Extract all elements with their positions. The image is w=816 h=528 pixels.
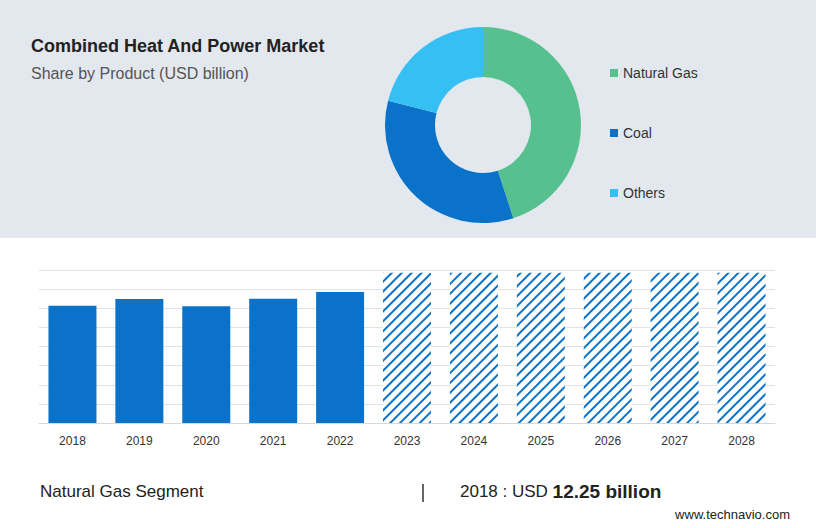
svg-text:12.25 billion: 12.25 billion <box>553 481 662 502</box>
svg-text:2020: 2020 <box>193 434 220 448</box>
svg-text:2028: 2028 <box>728 434 755 448</box>
svg-text:Combined Heat And Power Market: Combined Heat And Power Market <box>31 36 324 56</box>
svg-text:2019: 2019 <box>126 434 153 448</box>
svg-text:2025: 2025 <box>527 434 554 448</box>
svg-text:2023: 2023 <box>394 434 421 448</box>
svg-text:2022: 2022 <box>327 434 354 448</box>
svg-text:2018: 2018 <box>59 434 86 448</box>
svg-text:2027: 2027 <box>661 434 688 448</box>
svg-text:www.technavio.com: www.technavio.com <box>674 507 790 522</box>
svg-text:Share by Product (USD billion): Share by Product (USD billion) <box>31 65 249 82</box>
svg-text:2024: 2024 <box>461 434 488 448</box>
svg-text:Natural Gas Segment: Natural Gas Segment <box>40 482 204 501</box>
svg-text:2026: 2026 <box>594 434 621 448</box>
svg-text:2021: 2021 <box>260 434 287 448</box>
svg-text:Natural Gas: Natural Gas <box>623 65 698 81</box>
svg-text:2018 : USD: 2018 : USD <box>460 482 553 501</box>
svg-text:Others: Others <box>623 185 665 201</box>
svg-text:Coal: Coal <box>623 125 652 141</box>
